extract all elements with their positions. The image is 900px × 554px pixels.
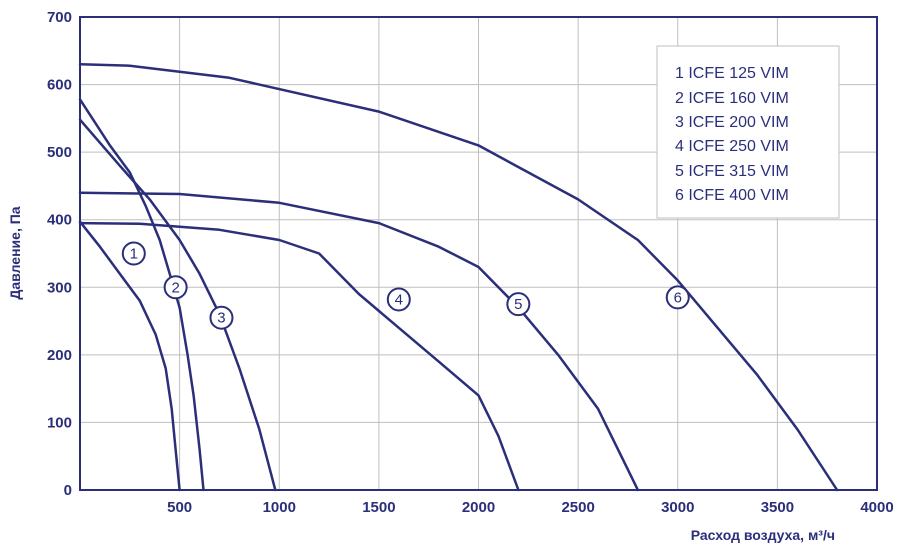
x-axis-label: Расход воздуха, м³/ч — [691, 527, 835, 543]
x-tick-label: 1000 — [263, 499, 296, 516]
y-axis-label: Давление, Па — [7, 206, 23, 299]
x-tick-label: 500 — [167, 499, 192, 516]
curve-label-circle-1 — [121, 241, 146, 266]
x-tick-label: 4000 — [860, 499, 893, 516]
y-tick-label: 400 — [47, 212, 72, 229]
y-tick-label: 100 — [47, 414, 72, 431]
curve-labels: 1 2 3 4 5 6 — [121, 241, 690, 330]
legend: 1 ICFE 125 VIM 2 ICFE 160 VIM 3 ICFE 200… — [656, 45, 840, 219]
legend-item: 6 ICFE 400 VIM — [675, 187, 789, 204]
curve-label-5: 5 — [514, 296, 522, 313]
x-tick-label: 2500 — [561, 499, 594, 516]
curve-label-6: 6 — [674, 289, 682, 306]
curve-label-4: 4 — [395, 291, 403, 308]
curve-5 — [78, 191, 640, 492]
curve-label-2: 2 — [171, 279, 179, 296]
plot-frame — [79, 16, 878, 491]
legend-item: 4 ICFE 250 VIM — [675, 138, 789, 155]
curve-6 — [78, 63, 839, 492]
y-tick-label: 600 — [47, 77, 72, 94]
curve-label-3: 3 — [217, 310, 225, 327]
y-tick-label: 300 — [47, 279, 72, 296]
x-tick-label: 3000 — [661, 499, 694, 516]
legend-item: 3 ICFE 200 VIM — [675, 114, 789, 131]
curve-3 — [78, 118, 277, 492]
curves — [78, 63, 839, 492]
curve-1 — [78, 220, 181, 492]
curve-label-1: 1 — [130, 246, 138, 263]
curve-label-circle-3 — [209, 305, 234, 330]
tick-labels: 500 1000 1500 2000 2500 3000 3500 4000010020030… — [47, 9, 894, 516]
x-tick-label: 2000 — [462, 499, 495, 516]
legend-item: 2 ICFE 160 VIM — [675, 90, 789, 107]
curve-label-circle-4 — [386, 287, 411, 312]
curve-4 — [78, 221, 520, 492]
curve-2 — [78, 98, 205, 492]
y-tick-label: 200 — [47, 347, 72, 364]
y-tick-label: 700 — [47, 9, 72, 26]
curve-label-circle-5 — [506, 292, 531, 317]
legend-box — [656, 45, 840, 219]
x-tick-label: 1500 — [362, 499, 395, 516]
curve-label-circle-2 — [163, 275, 188, 300]
legend-item: 5 ICFE 315 VIM — [675, 163, 789, 180]
y-tick-label: 0 — [64, 482, 72, 499]
x-tick-label: 3500 — [761, 499, 794, 516]
legend-item: 1 ICFE 125 VIM — [675, 65, 789, 82]
curve-label-circle-6 — [665, 285, 690, 310]
y-tick-label: 500 — [47, 144, 72, 161]
